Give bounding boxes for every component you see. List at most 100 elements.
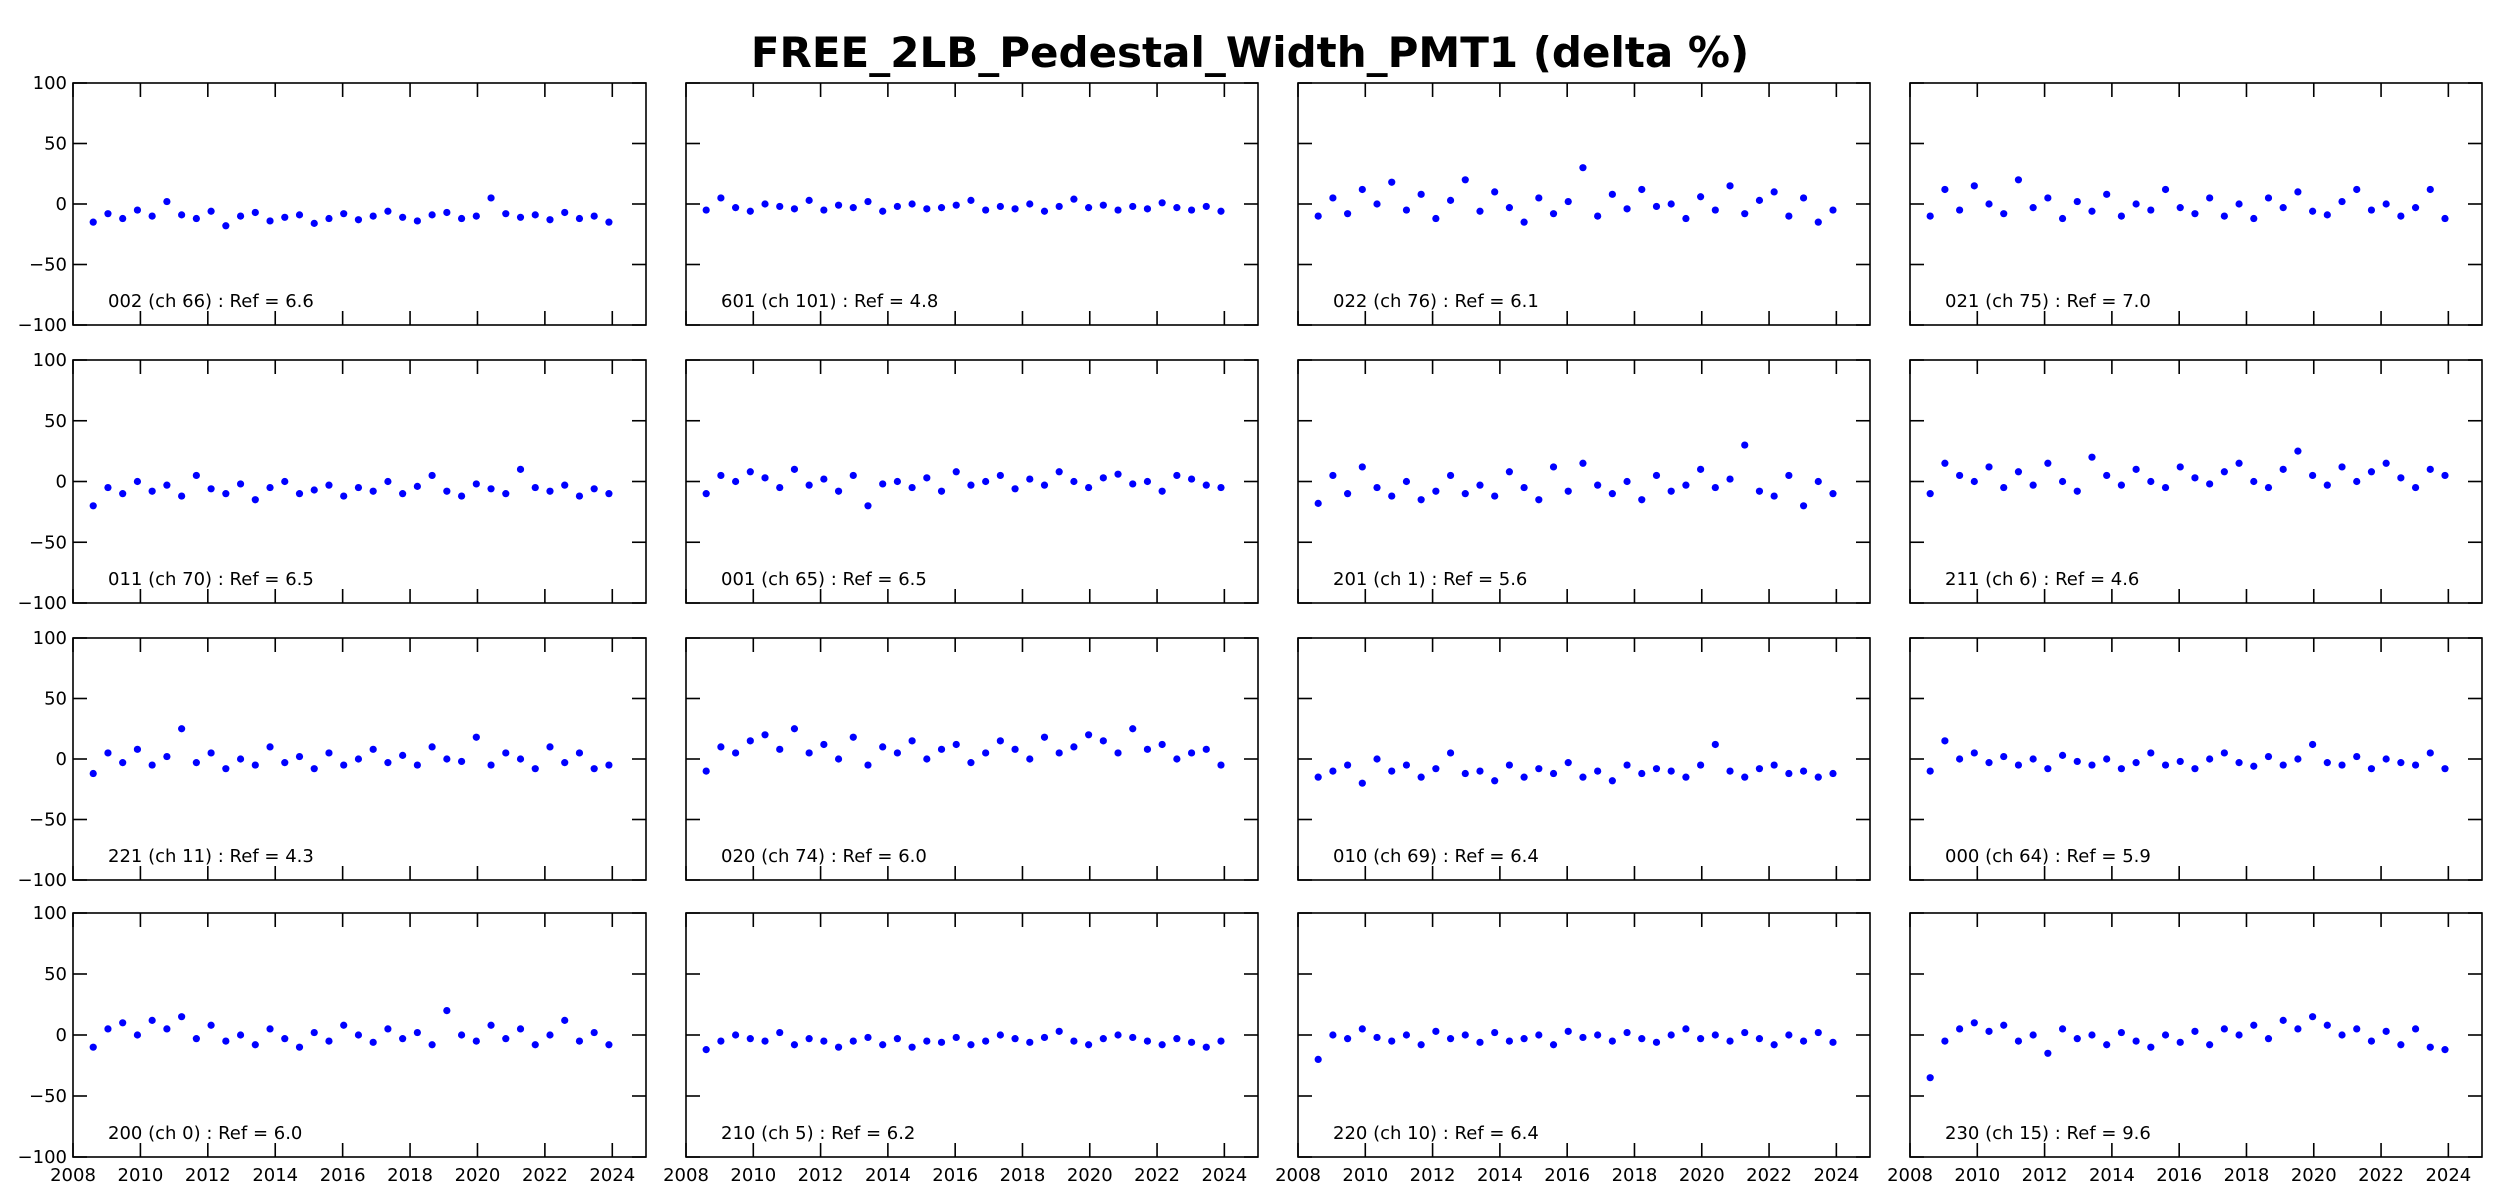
data-point (310, 765, 318, 773)
data-point (1667, 1031, 1675, 1039)
data-point (2073, 757, 2081, 766)
data-point (2147, 1043, 2155, 1051)
data-point (2323, 481, 2331, 489)
data-point (266, 483, 274, 492)
data-point (1956, 206, 1964, 214)
data-point (2000, 752, 2008, 761)
data-point (790, 1041, 799, 1049)
x-tick-label: 2008 (50, 1165, 96, 1186)
data-point (1329, 194, 1337, 202)
axes-frame (1297, 359, 1871, 604)
data-point (864, 761, 872, 769)
data-point (879, 207, 887, 215)
data-point (2279, 1016, 2287, 1024)
data-point (1358, 1025, 1366, 1033)
data-point (192, 759, 200, 767)
data-point (472, 733, 480, 741)
data-point (354, 755, 363, 763)
data-point (222, 765, 230, 773)
data-point (251, 496, 259, 504)
data-point (1594, 481, 1602, 489)
data-point (2206, 480, 2214, 488)
data-point (893, 749, 901, 757)
data-point (1114, 749, 1122, 757)
data-point (531, 211, 539, 219)
data-point (2411, 761, 2420, 769)
data-point (1217, 483, 1225, 492)
data-point (457, 1031, 466, 1039)
data-point (1446, 1035, 1455, 1043)
data-point (443, 1007, 451, 1015)
data-point (2103, 1041, 2111, 1049)
panel-7: 211 (ch 6) : Ref = 4.6 (1909, 359, 2483, 604)
data-point (295, 1043, 304, 1051)
data-point (1461, 490, 1469, 498)
data-point (967, 196, 975, 204)
data-point (590, 1028, 598, 1037)
data-point (1652, 1038, 1661, 1046)
data-point (104, 210, 112, 218)
data-point (325, 749, 333, 757)
data-point (457, 214, 466, 223)
data-point (937, 487, 946, 495)
data-point (1202, 1043, 1210, 1051)
data-point (457, 757, 466, 766)
data-point (546, 743, 554, 751)
data-point (820, 1037, 828, 1045)
data-point (1432, 1027, 1440, 1035)
x-tick-label: 2008 (1275, 1165, 1321, 1186)
data-point (2206, 194, 2214, 202)
data-point (281, 759, 289, 767)
data-point (834, 487, 843, 495)
data-point (1011, 745, 1019, 753)
data-point (1535, 765, 1543, 773)
data-point (834, 201, 843, 209)
data-point (2353, 752, 2361, 761)
x-tick-label: 2020 (455, 1165, 501, 1186)
data-point (2117, 481, 2125, 489)
data-point (1941, 459, 1949, 467)
data-point (864, 197, 872, 206)
data-point (1535, 496, 1543, 504)
data-point (1652, 471, 1661, 480)
data-point (605, 490, 613, 498)
data-point (2176, 1038, 2184, 1046)
data-point (192, 1035, 200, 1043)
data-point (1785, 769, 1793, 778)
data-point (1329, 471, 1337, 480)
y-tick-label: 100 (33, 903, 67, 924)
data-point (2206, 755, 2214, 763)
data-point (2264, 483, 2273, 492)
x-tick-label: 2018 (1612, 1165, 1658, 1186)
data-point (1814, 773, 1822, 781)
data-point (2029, 481, 2037, 489)
y-tick-label: −50 (29, 1086, 67, 1107)
data-point (104, 483, 112, 492)
data-point (2382, 459, 2390, 467)
data-point (2264, 194, 2273, 202)
x-tick-label: 2022 (1746, 1165, 1792, 1186)
data-point (2176, 757, 2184, 766)
data-point (251, 1041, 259, 1049)
data-point (1799, 1037, 1808, 1045)
data-point (732, 749, 740, 757)
data-point (1970, 1019, 1978, 1027)
data-point (561, 208, 569, 217)
panel-label: 601 (ch 101) : Ref = 4.8 (721, 291, 938, 312)
data-point (1491, 777, 1499, 785)
data-point (340, 761, 348, 769)
data-point (2367, 1037, 2376, 1045)
data-point (1579, 1033, 1587, 1042)
data-point (2426, 185, 2434, 194)
data-point (1055, 202, 1063, 211)
axes-frame (685, 82, 1259, 326)
data-point (207, 749, 215, 757)
data-point (1505, 1037, 1513, 1045)
data-point (531, 483, 539, 492)
data-point (1491, 492, 1499, 500)
data-point (192, 214, 200, 223)
data-point (236, 212, 245, 220)
data-point (1187, 206, 1196, 214)
data-point (1594, 1031, 1602, 1039)
data-point (178, 725, 186, 733)
